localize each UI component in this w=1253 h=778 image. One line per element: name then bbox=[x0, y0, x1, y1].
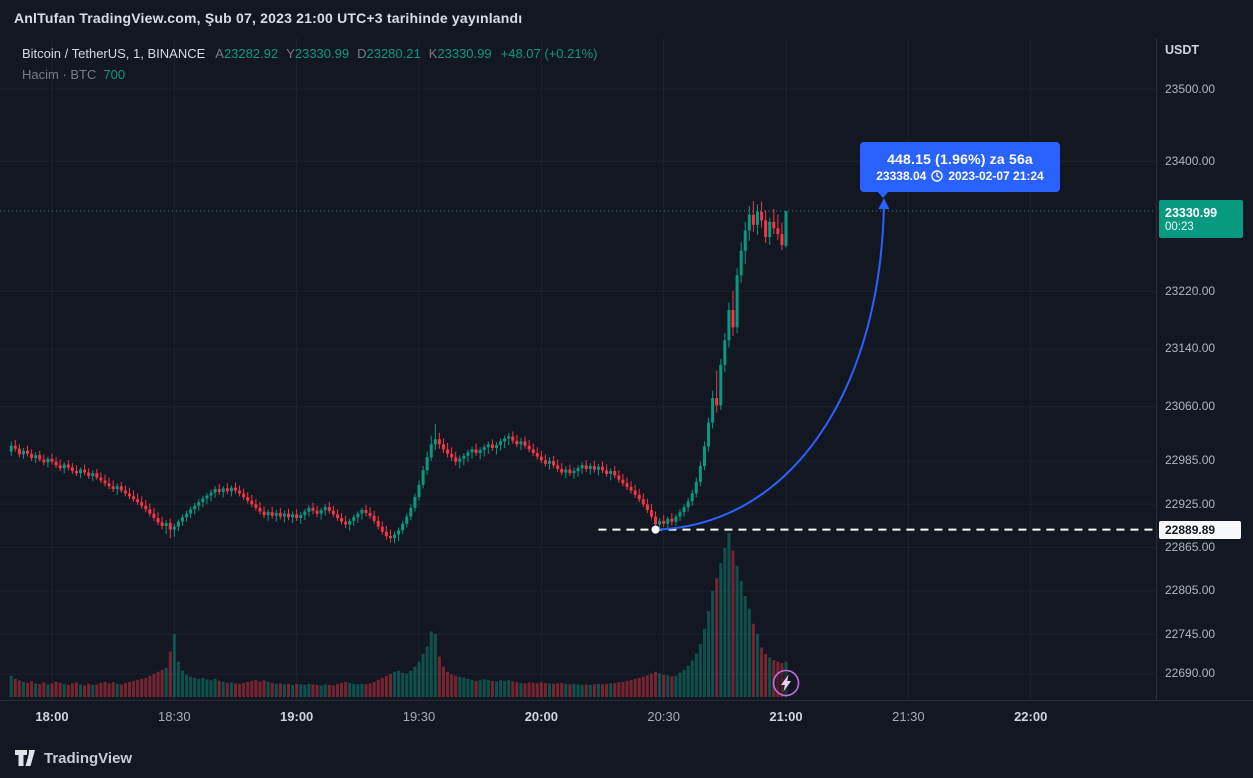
high-label: Y bbox=[286, 46, 295, 61]
legend-symbol-row: Bitcoin / TetherUS, 1, BINANCE A 23282.92… bbox=[22, 43, 597, 64]
price-axis-label: 22690.00 bbox=[1165, 666, 1216, 681]
price-axis-label: 22745.00 bbox=[1165, 626, 1216, 641]
price-axis-label: 22805.00 bbox=[1165, 583, 1216, 598]
projection-target-datetime: 2023-02-07 21:24 bbox=[948, 169, 1044, 183]
time-axis-label: 21:30 bbox=[892, 709, 925, 724]
lightning-marker-icon[interactable] bbox=[772, 669, 800, 697]
high-value: 23330.99 bbox=[294, 46, 350, 61]
grid-layer bbox=[0, 38, 1155, 700]
price-axis-label: 22865.00 bbox=[1165, 540, 1216, 555]
price-axis-label: 22925.00 bbox=[1165, 496, 1216, 511]
time-axis-label: 19:00 bbox=[280, 709, 314, 724]
symbol-title[interactable]: Bitcoin / TetherUS, 1, BINANCE bbox=[22, 46, 206, 61]
currency-label: USDT bbox=[1165, 43, 1200, 57]
projection-target-row: 23338.04 2023-02-07 21:24 bbox=[876, 169, 1043, 183]
projection-target-price: 23338.04 bbox=[876, 169, 927, 183]
price-axis-label: 22985.00 bbox=[1165, 453, 1216, 468]
price-axis-label: 23140.00 bbox=[1165, 341, 1216, 356]
low-label: D bbox=[357, 46, 367, 61]
price-axis-label: 23060.00 bbox=[1165, 399, 1216, 414]
price-axis-label: 23500.00 bbox=[1165, 81, 1216, 96]
close-label: K bbox=[428, 46, 438, 61]
projection-tooltip[interactable]: 448.15 (1.96%) za 56a 23338.04 2023-02-0… bbox=[860, 142, 1060, 198]
open-label: A bbox=[215, 46, 224, 61]
last-price-badge: 23330.99 00:23 bbox=[1159, 200, 1243, 238]
volume-layer bbox=[9, 532, 788, 697]
price-axis-label: 23220.00 bbox=[1165, 283, 1216, 298]
change-value: +48.07 (+0.21%) bbox=[500, 46, 598, 61]
projection-arrowhead-icon bbox=[878, 197, 890, 209]
volume-value: 700 bbox=[103, 67, 126, 82]
time-axis-label: 20:30 bbox=[647, 709, 680, 724]
projection-curve[interactable] bbox=[655, 205, 885, 531]
time-axis-label: 18:00 bbox=[35, 709, 69, 724]
publish-info: AnlTufan TradingView.com, Şub 07, 2023 2… bbox=[14, 10, 523, 26]
low-value: 23280.21 bbox=[366, 46, 421, 61]
tradingview-logo-icon[interactable] bbox=[14, 749, 36, 767]
footer: TradingView bbox=[0, 738, 1253, 778]
measure-price-badge: 22889.89 bbox=[1159, 521, 1241, 539]
chart-legend: Bitcoin / TetherUS, 1, BINANCE A 23282.92… bbox=[22, 43, 597, 85]
measure-start-dot[interactable] bbox=[651, 525, 660, 534]
time-axis-label: 19:30 bbox=[402, 709, 436, 724]
time-axis-label: 18:30 bbox=[158, 709, 191, 724]
close-value: 23330.99 bbox=[437, 46, 492, 61]
open-value: 23282.92 bbox=[223, 46, 279, 61]
projection-change-text: 448.15 (1.96%) za 56a bbox=[887, 151, 1033, 167]
time-scale[interactable]: 18:00 18:30 19:00 19:30 20:00 20:30 21:00 21:30… bbox=[0, 700, 1253, 739]
bar-countdown: 00:23 bbox=[1165, 220, 1194, 233]
price-axis-label: 23400.00 bbox=[1165, 153, 1216, 168]
time-axis-label: 21:00 bbox=[769, 709, 803, 724]
candles-layer bbox=[9, 200, 788, 544]
volume-label[interactable]: Hacim · BTC bbox=[22, 67, 97, 82]
legend-volume-row: Hacim · BTC 700 bbox=[22, 64, 597, 85]
last-price-value: 23330.99 bbox=[1165, 205, 1218, 220]
price-scale[interactable]: USDT 23500.00 23400.00 23220.00 23140.00 230… bbox=[1156, 38, 1253, 700]
time-axis-label: 22:00 bbox=[1014, 709, 1048, 724]
clock-icon bbox=[931, 170, 944, 182]
time-axis-label: 20:00 bbox=[524, 709, 558, 724]
brand-name[interactable]: TradingView bbox=[44, 749, 133, 767]
